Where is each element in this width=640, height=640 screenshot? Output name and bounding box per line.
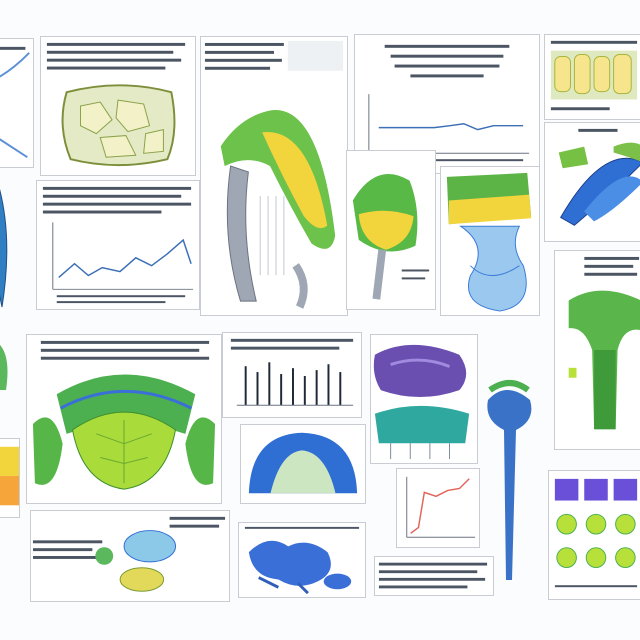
panel-red-line-chart xyxy=(396,468,480,548)
panel-bottom-left-oval-figures xyxy=(30,510,230,602)
panel-top-left-chart xyxy=(0,38,34,168)
panel-cell-texture-figure xyxy=(40,36,196,176)
panel-green-pod-chart xyxy=(36,180,200,310)
panel-yellow-cells-figure xyxy=(544,34,640,120)
panel-blue-tissue-figure xyxy=(238,522,366,598)
panel-blue-stem-figure xyxy=(476,340,546,596)
panel-blue-fruit-figure xyxy=(544,122,640,242)
panel-plant-tissue-figure xyxy=(440,166,540,316)
panel-green-stalk-figure xyxy=(554,250,640,450)
panel-green-organ-illustration xyxy=(200,36,348,316)
panel-blue-dome-figure xyxy=(240,424,366,504)
panel-bar-chart-center xyxy=(222,332,362,418)
panel-green-cell-cross-section xyxy=(26,334,222,504)
panel-purple-grid-figure xyxy=(548,470,640,600)
panel-small-pod-figure xyxy=(346,150,436,310)
panel-left-blue-organ xyxy=(0,172,20,312)
panel-line-chart-top xyxy=(354,34,540,174)
panel-purple-organelle-figure xyxy=(370,334,478,464)
panel-left-yellow-card xyxy=(0,438,20,518)
panel-left-green-fragment xyxy=(0,330,16,400)
panel-text-block-bottom xyxy=(374,556,494,596)
